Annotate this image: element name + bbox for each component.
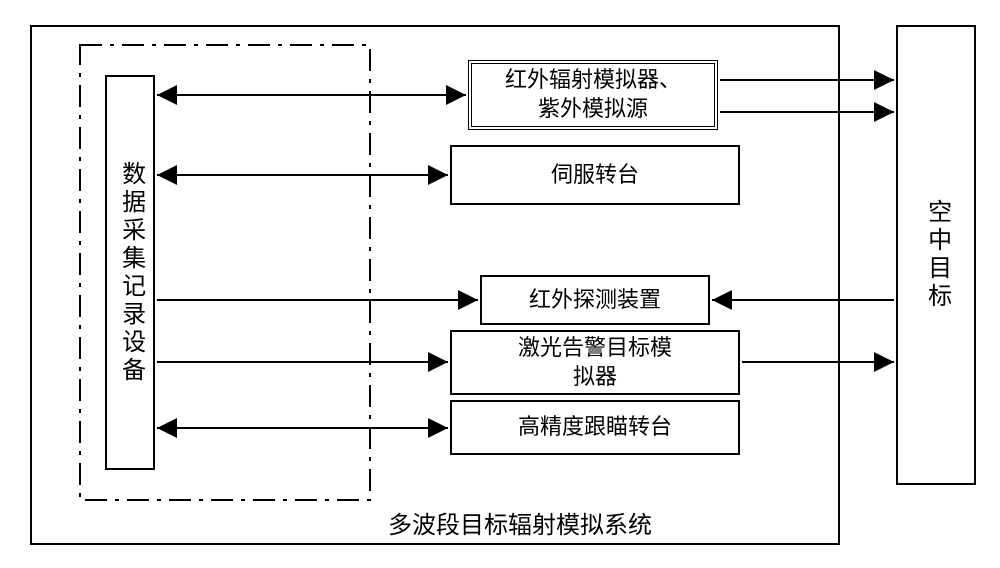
system-title: 多波段目标辐射模拟系统 — [320, 505, 720, 540]
servo-turntable-box: 伺服转台 — [450, 145, 740, 205]
air-target-box: 空中目标 — [896, 25, 976, 485]
laser-warn-box: 激光告警目标模 拟器 — [450, 330, 740, 395]
system-title-text: 多波段目标辐射模拟系统 — [388, 513, 652, 539]
precision-turntable-box: 高精度跟瞄转台 — [450, 400, 740, 455]
ir-uv-source-label: 红外辐射模拟器、 紫外模拟源 — [505, 66, 681, 123]
data-recorder-label: 数据采集记录设备 — [114, 161, 145, 385]
ir-detector-label: 红外探测装置 — [529, 286, 661, 315]
laser-warn-label: 激光告警目标模 拟器 — [518, 334, 672, 391]
ir-detector-box: 红外探测装置 — [480, 275, 710, 325]
precision-turntable-label: 高精度跟瞄转台 — [518, 413, 672, 442]
servo-turntable-label: 伺服转台 — [551, 161, 639, 190]
data-recorder-box: 数据采集记录设备 — [105, 75, 155, 470]
ir-uv-source-box: 红外辐射模拟器、 紫外模拟源 — [468, 60, 718, 130]
air-target-label: 空中目标 — [920, 199, 951, 311]
